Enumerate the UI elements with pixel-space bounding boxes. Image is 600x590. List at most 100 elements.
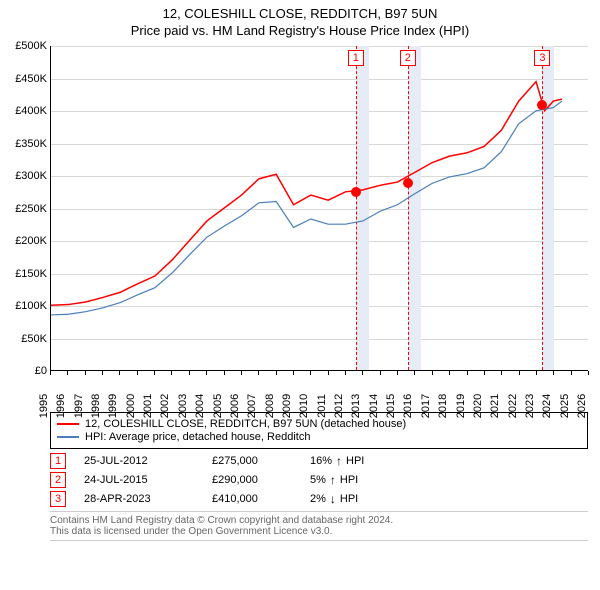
footer-line: This data is licensed under the Open Gov… [50, 526, 588, 537]
x-tick [276, 371, 277, 375]
x-tick [224, 371, 225, 375]
x-axis-label: 2002 [159, 394, 171, 418]
event-id-box: 2 [50, 472, 66, 488]
x-axis-label: 2013 [350, 394, 362, 418]
x-tick [501, 371, 502, 375]
event-date: 28-APR-2023 [84, 493, 194, 505]
series-line [51, 101, 562, 315]
y-axis-label: £450K [15, 73, 51, 85]
x-axis-label: 2011 [316, 394, 328, 418]
sale-dot [537, 100, 547, 110]
x-axis-label: 2007 [246, 394, 258, 418]
y-axis-label: £150K [15, 268, 51, 280]
y-axis-label: £250K [15, 203, 51, 215]
x-axis-label: 2026 [576, 394, 588, 418]
x-tick [171, 371, 172, 375]
x-axis-label: 2025 [559, 394, 571, 418]
series-lines [51, 46, 588, 370]
event-id-box: 3 [50, 491, 66, 507]
x-axis-label: 2009 [281, 394, 293, 418]
x-tick [85, 371, 86, 375]
y-axis-label: £350K [15, 138, 51, 150]
sale-events: 1 25-JUL-2012 £275,000 16%↑HPI 2 24-JUL-2015 £… [50, 453, 588, 507]
x-tick [362, 371, 363, 375]
event-row: 1 25-JUL-2012 £275,000 16%↑HPI [50, 453, 588, 469]
event-id-box: 1 [50, 453, 66, 469]
arrow-down-icon: ↓ [330, 492, 336, 506]
event-date: 24-JUL-2015 [84, 474, 194, 486]
sale-dot [403, 178, 413, 188]
sale-dot [351, 187, 361, 197]
y-axis-label: £400K [15, 105, 51, 117]
x-tick [102, 371, 103, 375]
x-tick [432, 371, 433, 375]
x-axis-label: 2017 [420, 394, 432, 418]
x-axis-label: 2004 [194, 394, 206, 418]
x-axis-label: 2014 [368, 394, 380, 418]
x-axis-label: 1996 [55, 394, 67, 418]
x-tick [189, 371, 190, 375]
x-axis-label: 2019 [455, 394, 467, 418]
x-tick [571, 371, 572, 375]
x-axis-label: 2008 [264, 394, 276, 418]
x-tick [380, 371, 381, 375]
page-subtitle: Price paid vs. HM Land Registry's House … [0, 23, 600, 38]
page-title: 12, COLESHILL CLOSE, REDDITCH, B97 5UN [0, 6, 600, 21]
x-tick [119, 371, 120, 375]
event-delta: 2%↓HPI [310, 492, 358, 506]
legend-swatch [57, 423, 79, 425]
x-axis-label: 1999 [107, 394, 119, 418]
x-axis-label: 2005 [212, 394, 224, 418]
x-tick [467, 371, 468, 375]
x-axis-label: 2001 [142, 394, 154, 418]
x-tick [241, 371, 242, 375]
attribution-footer: Contains HM Land Registry data © Crown c… [50, 511, 588, 541]
x-tick [137, 371, 138, 375]
x-axis-label: 2012 [333, 394, 345, 418]
x-tick [258, 371, 259, 375]
x-tick [206, 371, 207, 375]
x-tick [449, 371, 450, 375]
x-tick [588, 371, 589, 375]
x-tick [519, 371, 520, 375]
y-axis-label: £200K [15, 235, 51, 247]
x-axis-label: 2006 [229, 394, 241, 418]
x-axis-label: 1995 [38, 394, 50, 418]
x-tick [484, 371, 485, 375]
x-axis-label: 2010 [298, 394, 310, 418]
footer-line: Contains HM Land Registry data © Crown c… [50, 515, 588, 526]
series-line [51, 82, 562, 306]
event-delta: 16%↑HPI [310, 454, 364, 468]
x-axis-label: 2000 [125, 394, 137, 418]
x-tick [397, 371, 398, 375]
x-axis-label: 1998 [90, 394, 102, 418]
legend-row: 12, COLESHILL CLOSE, REDDITCH, B97 5UN (… [57, 418, 581, 430]
x-axis-label: 2020 [472, 394, 484, 418]
event-row: 224-JUL-2015£290,0005%↑HPI [50, 472, 588, 488]
event-delta: 5%↑HPI [310, 473, 358, 487]
arrow-up-icon: ↑ [330, 473, 336, 487]
x-tick [414, 371, 415, 375]
x-tick [345, 371, 346, 375]
x-tick [328, 371, 329, 375]
legend-label: 12, COLESHILL CLOSE, REDDITCH, B97 5UN (… [85, 418, 406, 430]
event-price: £410,000 [212, 493, 292, 505]
price-chart: £0£50K£100K£150K£200K£250K£300K£350K£400… [50, 46, 588, 406]
event-price: £275,000 [212, 455, 292, 467]
x-tick [553, 371, 554, 375]
y-axis-label: £0 [35, 365, 51, 377]
arrow-up-icon: ↑ [336, 454, 342, 468]
event-date: 25-JUL-2012 [84, 455, 194, 467]
x-tick [536, 371, 537, 375]
x-axis-label: 2024 [541, 394, 553, 418]
y-axis-label: £300K [15, 170, 51, 182]
legend-swatch [57, 436, 79, 438]
x-axis-label: 2023 [524, 394, 536, 418]
x-axis-label: 2022 [507, 394, 519, 418]
x-tick [50, 371, 51, 375]
y-axis-label: £50K [21, 333, 51, 345]
legend-label: HPI: Average price, detached house, Redd… [85, 431, 310, 443]
y-axis-label: £500K [15, 40, 51, 52]
y-axis-label: £100K [15, 300, 51, 312]
x-axis-label: 2021 [489, 394, 501, 418]
